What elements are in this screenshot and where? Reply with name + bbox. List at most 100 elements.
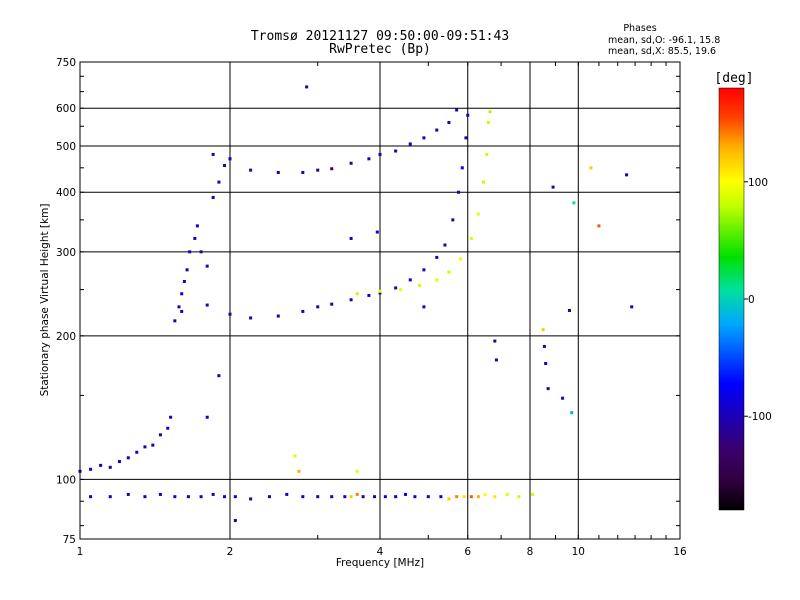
echo-point [422, 268, 426, 272]
echo-point [408, 142, 412, 146]
echo-point [249, 497, 253, 501]
echo-point [505, 492, 509, 496]
echo-point [186, 495, 190, 499]
echo-point [572, 201, 576, 205]
data-points [78, 85, 634, 523]
echo-point [188, 250, 192, 254]
echo-point [177, 305, 181, 309]
echo-point [435, 255, 439, 259]
echo-point [551, 185, 555, 189]
echo-point [531, 492, 535, 496]
echo-point [126, 456, 130, 460]
y-tick-label: 600 [56, 103, 76, 115]
stats-x-mode: mean, sd,X: 85.5, 19.6 [608, 46, 716, 57]
echo-point [158, 433, 162, 437]
echo-point [223, 495, 227, 499]
echo-point [301, 495, 305, 499]
echo-point [330, 167, 334, 171]
echo-point [630, 305, 634, 309]
echo-point [193, 236, 197, 240]
echo-point [199, 495, 203, 499]
echo-point [343, 495, 347, 499]
echo-point [211, 152, 215, 156]
echo-point [413, 495, 417, 499]
echo-point [485, 152, 489, 156]
y-axis-ticks: 75 100 200 300 400 500 600 750 [56, 57, 680, 546]
echo-point [297, 469, 301, 473]
y-tick-label: 300 [56, 247, 76, 259]
echo-point [330, 302, 334, 306]
echo-point [355, 292, 359, 296]
stats-heading: Phases [623, 23, 656, 34]
echo-point [469, 495, 473, 499]
echo-point [457, 190, 461, 194]
echo-point [493, 495, 497, 499]
echo-point [143, 495, 147, 499]
echo-point [373, 495, 377, 499]
y-axis-label: Stationary phase Virtual Height [km] [39, 204, 51, 397]
echo-point [108, 495, 112, 499]
echo-point [426, 495, 430, 499]
colorbar-tick-label: -100 [748, 411, 772, 423]
echo-point [483, 492, 487, 496]
echo-point [469, 236, 473, 240]
echo-point [455, 495, 459, 499]
x-tick-label: 8 [527, 546, 534, 558]
x-tick-label: 10 [572, 546, 585, 558]
echo-point [301, 309, 305, 313]
echo-point [305, 85, 309, 89]
echo-point [182, 279, 186, 283]
y-tick-label: 750 [56, 57, 76, 69]
echo-point [195, 224, 199, 228]
echo-point [383, 495, 387, 499]
echo-point [228, 157, 232, 161]
echo-point [367, 157, 371, 161]
echo-point [378, 291, 382, 295]
echo-point [408, 278, 412, 282]
echo-point [135, 450, 139, 454]
echo-point [422, 136, 426, 140]
echo-point [217, 374, 221, 378]
echo-point [417, 283, 421, 287]
echo-point [316, 495, 320, 499]
echo-point [99, 463, 103, 467]
echo-point [460, 166, 464, 170]
colorbar-ticks: 100 0 -100 [744, 177, 772, 423]
echo-point [443, 243, 447, 247]
echo-point [180, 292, 184, 296]
echo-point [151, 443, 155, 447]
echo-point [285, 492, 289, 496]
echo-point [589, 166, 593, 170]
x-tick-label: 2 [227, 546, 234, 558]
echo-point [199, 250, 203, 254]
echo-point [541, 328, 545, 332]
echo-point [466, 113, 470, 117]
echo-point [542, 344, 546, 348]
chart-title: Tromsø 20121127 09:50:00-09:51:43 [251, 29, 509, 44]
echo-point [205, 264, 209, 268]
echo-point [228, 312, 232, 316]
x-tick-label: 16 [673, 546, 687, 558]
echo-point [439, 495, 443, 499]
echo-point [117, 460, 121, 464]
echo-point [458, 257, 462, 261]
echo-point [476, 212, 480, 216]
echo-point [126, 492, 130, 496]
echo-point [378, 289, 382, 293]
echo-point [476, 495, 480, 499]
echo-point [211, 195, 215, 199]
echo-point [316, 305, 320, 309]
echo-point [462, 495, 466, 499]
echo-point [293, 454, 297, 458]
x-tick-label: 1 [77, 546, 84, 558]
chart-subtitle: RwPretec (Bp) [329, 42, 431, 57]
y-tick-label: 75 [63, 534, 76, 546]
echo-point [205, 303, 209, 307]
echo-point [481, 180, 485, 184]
echo-point [561, 396, 565, 400]
y-tick-label: 200 [56, 331, 76, 343]
echo-point [89, 495, 93, 499]
echo-point [399, 288, 403, 292]
echo-point [143, 445, 147, 449]
